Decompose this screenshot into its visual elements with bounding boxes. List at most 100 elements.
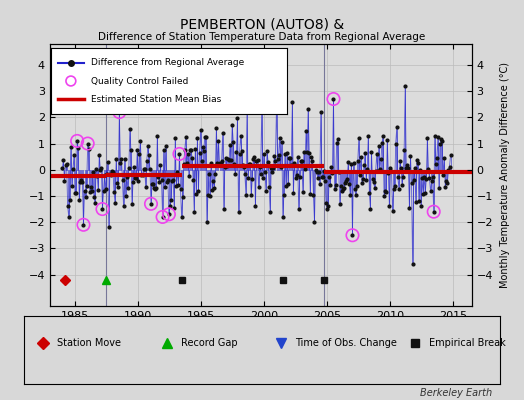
- Point: [108, 168, 116, 174]
- Point: [196, 127, 205, 134]
- Point: [71, 190, 79, 197]
- Point: [375, 143, 383, 150]
- Point: [228, 122, 236, 128]
- Point: [91, 200, 99, 206]
- Point: [184, 151, 192, 157]
- Point: [306, 190, 314, 197]
- Point: [254, 184, 263, 191]
- Point: [143, 158, 151, 164]
- Point: [346, 192, 355, 198]
- Point: [102, 186, 110, 192]
- Point: [188, 155, 196, 161]
- Point: [75, 196, 83, 203]
- Point: [304, 106, 312, 113]
- Point: [369, 179, 378, 186]
- Point: [252, 158, 260, 164]
- Point: [73, 138, 81, 144]
- Point: [96, 166, 105, 173]
- Point: [155, 179, 163, 186]
- Point: [204, 192, 212, 198]
- Point: [417, 203, 425, 210]
- Point: [437, 136, 445, 142]
- Point: [370, 184, 379, 191]
- Point: [392, 124, 401, 130]
- Point: [401, 83, 409, 89]
- Point: [213, 160, 222, 167]
- Point: [259, 175, 267, 182]
- Point: [238, 161, 247, 168]
- Point: [355, 135, 363, 142]
- Point: [60, 178, 69, 185]
- Point: [229, 139, 237, 145]
- Point: [380, 193, 388, 200]
- Point: [280, 192, 288, 198]
- Point: [135, 151, 144, 157]
- Point: [215, 160, 224, 167]
- Point: [305, 150, 313, 156]
- Point: [343, 176, 352, 182]
- Point: [251, 203, 259, 210]
- Point: [190, 208, 199, 215]
- Point: [357, 154, 365, 160]
- Point: [221, 164, 229, 171]
- Point: [189, 177, 198, 183]
- Point: [217, 158, 226, 164]
- Point: [328, 170, 336, 176]
- Point: [293, 154, 302, 161]
- Point: [348, 232, 357, 238]
- Point: [79, 222, 88, 228]
- Point: [223, 162, 231, 169]
- Point: [397, 164, 405, 171]
- Point: [332, 140, 341, 146]
- Point: [358, 180, 366, 186]
- Point: [320, 168, 328, 174]
- Point: [145, 152, 153, 158]
- Point: [74, 145, 82, 152]
- Point: [192, 191, 201, 197]
- Point: [151, 186, 159, 192]
- Point: [200, 148, 208, 154]
- Point: [90, 194, 98, 201]
- Point: [353, 183, 361, 189]
- Text: Difference from Regional Average: Difference from Regional Average: [91, 58, 244, 67]
- Point: [116, 160, 125, 166]
- Point: [144, 143, 152, 149]
- Point: [245, 161, 253, 167]
- Point: [69, 166, 77, 172]
- Point: [339, 186, 347, 192]
- Point: [110, 189, 118, 196]
- Point: [428, 178, 436, 184]
- Point: [385, 203, 394, 210]
- Point: [180, 161, 188, 167]
- Point: [118, 177, 127, 184]
- Point: [402, 165, 410, 171]
- Point: [289, 190, 298, 196]
- Point: [169, 176, 177, 183]
- Point: [195, 150, 204, 156]
- Point: [243, 109, 251, 115]
- Point: [113, 180, 122, 186]
- Point: [250, 154, 258, 160]
- Point: [303, 149, 311, 156]
- Point: [171, 135, 179, 142]
- Point: [152, 184, 160, 191]
- Point: [80, 188, 89, 194]
- Point: [104, 158, 112, 165]
- Point: [260, 151, 268, 157]
- Point: [316, 109, 325, 115]
- Point: [165, 211, 173, 218]
- Point: [348, 232, 357, 238]
- Point: [203, 219, 211, 225]
- Point: [294, 206, 303, 212]
- Point: [376, 166, 384, 172]
- Point: [309, 192, 318, 198]
- Point: [285, 155, 293, 161]
- Point: [297, 158, 305, 164]
- Point: [356, 172, 364, 179]
- Point: [248, 176, 256, 182]
- Point: [290, 160, 299, 166]
- Text: Berkeley Earth: Berkeley Earth: [420, 388, 493, 398]
- Point: [105, 224, 113, 230]
- Point: [373, 151, 381, 158]
- Point: [257, 170, 265, 177]
